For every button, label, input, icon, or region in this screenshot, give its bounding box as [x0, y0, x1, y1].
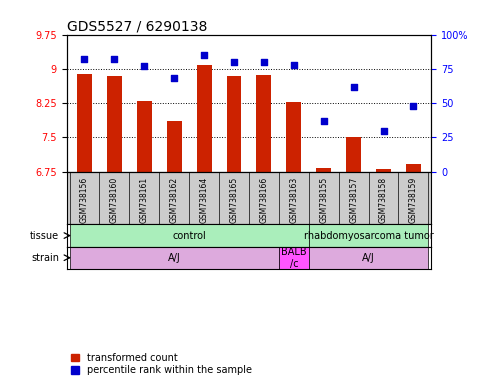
Bar	[137, 101, 152, 172]
Bar	[70, 225, 309, 247]
Bar	[376, 169, 391, 172]
Bar	[346, 137, 361, 172]
Text: A/J: A/J	[168, 253, 180, 263]
Bar	[316, 168, 331, 172]
Text: GSM738159: GSM738159	[409, 177, 418, 223]
Bar	[286, 102, 301, 172]
Text: GSM738158: GSM738158	[379, 177, 388, 223]
Point	[350, 84, 357, 90]
Point	[80, 56, 88, 62]
Bar	[227, 76, 242, 172]
Text: GDS5527 / 6290138: GDS5527 / 6290138	[67, 20, 207, 33]
Bar	[70, 247, 279, 269]
Point	[380, 127, 387, 134]
Bar	[256, 75, 271, 172]
Text: GSM738157: GSM738157	[349, 177, 358, 223]
Bar	[406, 164, 421, 172]
Text: GSM738165: GSM738165	[230, 177, 239, 223]
Text: GSM738161: GSM738161	[140, 177, 149, 223]
Point	[170, 75, 178, 81]
Point	[260, 59, 268, 65]
Text: GSM738155: GSM738155	[319, 177, 328, 223]
Point	[290, 62, 298, 68]
Bar	[77, 74, 92, 172]
Text: tissue: tissue	[30, 230, 59, 240]
Bar	[167, 121, 182, 172]
Bar	[309, 247, 428, 269]
Text: GSM738163: GSM738163	[289, 177, 298, 223]
Bar	[309, 225, 428, 247]
Point	[410, 103, 418, 109]
Bar	[197, 65, 211, 172]
Text: GSM738160: GSM738160	[110, 177, 119, 223]
Point	[320, 118, 328, 124]
Bar	[107, 76, 122, 172]
Point	[200, 52, 208, 58]
Point	[230, 59, 238, 65]
Text: GSM738162: GSM738162	[170, 177, 178, 223]
Point	[110, 56, 118, 62]
Text: control: control	[172, 230, 206, 240]
Text: GSM738164: GSM738164	[200, 177, 209, 223]
Text: GSM738156: GSM738156	[80, 177, 89, 223]
Text: rhabdomyosarcoma tumor: rhabdomyosarcoma tumor	[304, 230, 433, 240]
Text: BALB
/c: BALB /c	[281, 247, 307, 268]
Legend: transformed count, percentile rank within the sample: transformed count, percentile rank withi…	[71, 353, 252, 375]
Text: GSM738166: GSM738166	[259, 177, 268, 223]
Text: strain: strain	[31, 253, 59, 263]
Point	[141, 63, 148, 69]
Bar	[279, 247, 309, 269]
Text: A/J: A/J	[362, 253, 375, 263]
